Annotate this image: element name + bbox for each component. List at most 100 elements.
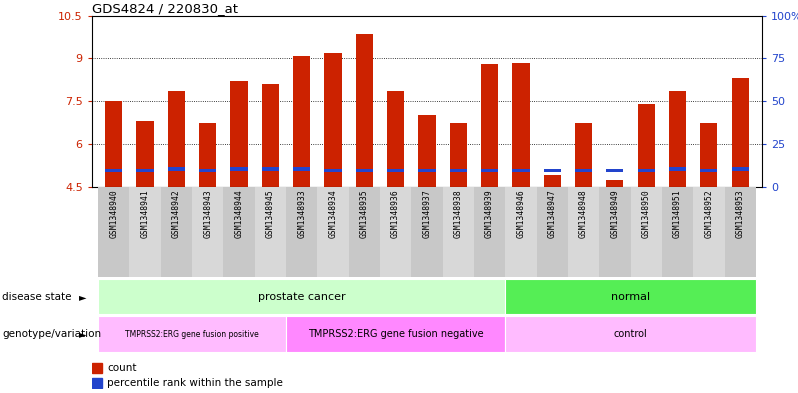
Bar (199, 123, 216, 187)
Text: GSM1348946: GSM1348946 (516, 189, 525, 238)
Text: GSM1348941: GSM1348941 (140, 189, 149, 238)
Text: GSM1348943: GSM1348943 (203, 189, 212, 238)
Bar (638, 104, 655, 187)
Text: TMPRSS2:ERG gene fusion negative: TMPRSS2:ERG gene fusion negative (308, 329, 484, 339)
Bar (129, 187, 160, 277)
Text: GSM1348938: GSM1348938 (454, 189, 463, 238)
Bar (474, 187, 505, 277)
Bar (543, 169, 561, 173)
Bar (223, 187, 255, 277)
Bar (693, 187, 725, 277)
Bar (324, 169, 342, 173)
Text: GSM1348935: GSM1348935 (360, 189, 369, 238)
Bar (98, 316, 286, 352)
Bar (199, 169, 216, 173)
Text: normal: normal (611, 292, 650, 302)
Bar (606, 169, 623, 173)
Bar (286, 187, 318, 277)
Bar (512, 63, 530, 187)
Bar (575, 123, 592, 187)
Text: GSM1348945: GSM1348945 (266, 189, 275, 238)
Bar (136, 121, 154, 187)
Text: GDS4824 / 220830_at: GDS4824 / 220830_at (92, 2, 238, 15)
Bar (700, 123, 717, 187)
Text: disease state: disease state (2, 292, 72, 302)
Bar (449, 123, 467, 187)
Text: GSM1348940: GSM1348940 (109, 189, 118, 238)
Bar (262, 84, 279, 187)
Bar (606, 180, 623, 187)
Bar (418, 116, 436, 187)
Text: GSM1348942: GSM1348942 (172, 189, 181, 238)
Text: ►: ► (79, 292, 86, 302)
Bar (725, 187, 756, 277)
Bar (318, 187, 349, 277)
Bar (98, 279, 505, 314)
Bar (255, 187, 286, 277)
Bar (411, 187, 443, 277)
Bar (192, 187, 223, 277)
Text: GSM1348947: GSM1348947 (547, 189, 557, 238)
Bar (481, 169, 498, 173)
Text: count: count (107, 363, 136, 373)
Bar (92, 378, 101, 387)
Bar (293, 167, 310, 171)
Bar (98, 187, 129, 277)
Bar (387, 91, 405, 187)
Text: GSM1348933: GSM1348933 (297, 189, 306, 238)
Bar (700, 169, 717, 173)
Text: GSM1348950: GSM1348950 (642, 189, 650, 238)
Bar (630, 187, 662, 277)
Text: GSM1348939: GSM1348939 (485, 189, 494, 238)
Text: GSM1348953: GSM1348953 (736, 189, 745, 238)
Bar (599, 187, 630, 277)
Bar (638, 169, 655, 173)
Bar (356, 34, 373, 187)
Bar (662, 187, 693, 277)
Text: TMPRSS2:ERG gene fusion positive: TMPRSS2:ERG gene fusion positive (125, 330, 259, 338)
Bar (160, 187, 192, 277)
Bar (136, 169, 154, 173)
Bar (324, 53, 342, 187)
Text: genotype/variation: genotype/variation (2, 329, 101, 339)
Bar (387, 169, 405, 173)
Text: GSM1348948: GSM1348948 (579, 189, 588, 238)
Bar (543, 175, 561, 187)
Bar (418, 169, 436, 173)
Text: GSM1348952: GSM1348952 (705, 189, 713, 238)
Text: GSM1348937: GSM1348937 (422, 189, 432, 238)
Bar (505, 316, 756, 352)
Bar (231, 81, 247, 187)
Bar (669, 167, 686, 171)
Bar (575, 169, 592, 173)
Text: control: control (614, 329, 647, 339)
Bar (231, 167, 247, 171)
Text: GSM1348944: GSM1348944 (235, 189, 243, 238)
Text: GSM1348949: GSM1348949 (610, 189, 619, 238)
Text: percentile rank within the sample: percentile rank within the sample (107, 378, 283, 388)
Bar (732, 79, 749, 187)
Text: prostate cancer: prostate cancer (258, 292, 346, 302)
Bar (505, 279, 756, 314)
Bar (505, 187, 536, 277)
Bar (732, 167, 749, 171)
Bar (380, 187, 411, 277)
Text: GSM1348951: GSM1348951 (673, 189, 682, 238)
Bar (105, 101, 122, 187)
Text: ►: ► (79, 329, 86, 339)
Bar (568, 187, 599, 277)
Bar (356, 169, 373, 173)
Bar (443, 187, 474, 277)
Bar (168, 167, 185, 171)
Bar (349, 187, 380, 277)
Bar (481, 64, 498, 187)
Bar (262, 167, 279, 171)
Bar (449, 169, 467, 173)
Text: GSM1348934: GSM1348934 (329, 189, 338, 238)
Bar (286, 316, 505, 352)
Bar (536, 187, 568, 277)
Bar (293, 55, 310, 187)
Text: GSM1348936: GSM1348936 (391, 189, 400, 238)
Bar (512, 169, 530, 173)
Bar (92, 363, 101, 373)
